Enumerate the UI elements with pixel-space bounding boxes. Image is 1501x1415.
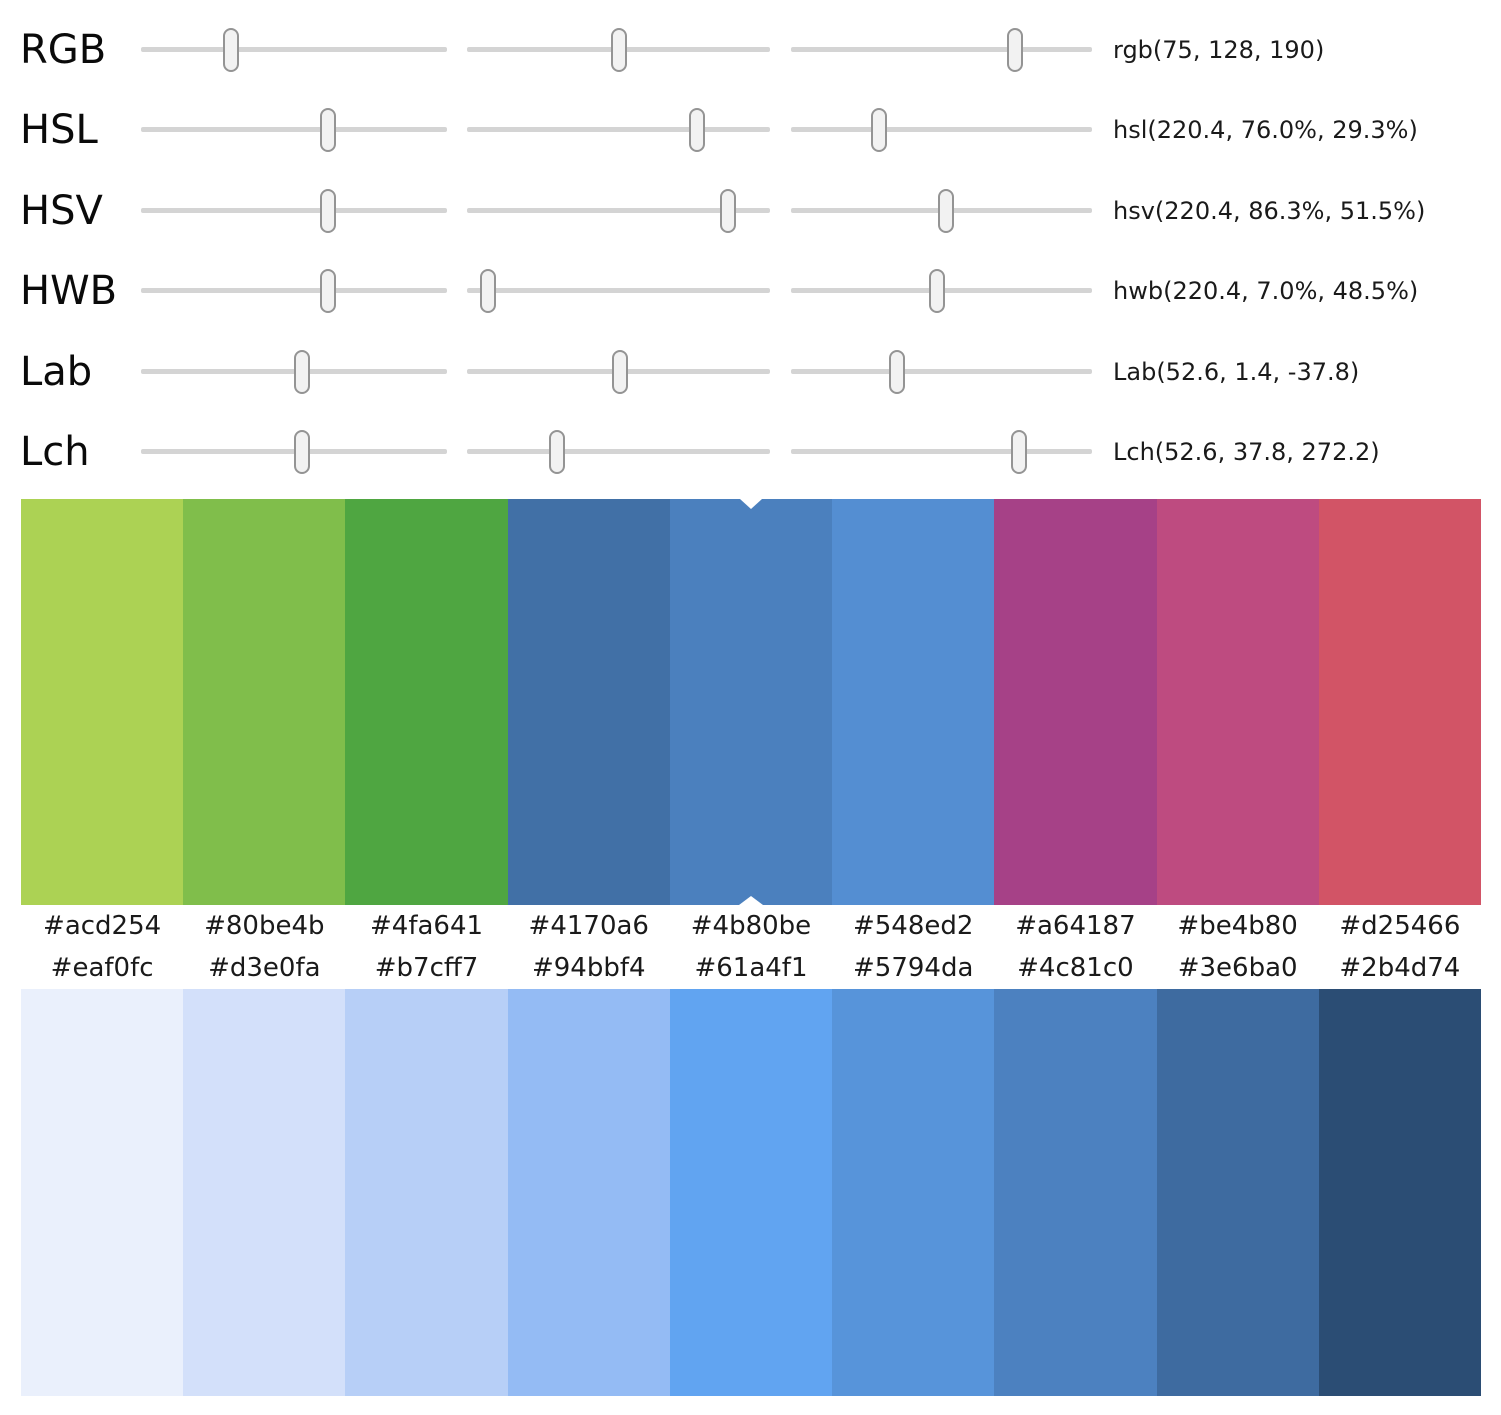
rgb-slider-track-2[interactable] (467, 27, 770, 72)
hwb-slider-handle-1[interactable] (320, 268, 337, 313)
palette-bottom-swatch-8[interactable] (1156, 989, 1319, 1396)
color-model-label-lch: Lch (20, 429, 90, 475)
slider-row-hsv: HSV hsv(220.4, 86.3%, 51.5%) (0, 171, 1501, 251)
palette-bottom-swatch-9[interactable] (1318, 989, 1481, 1396)
hex-label: #61a4f1 (694, 953, 808, 983)
slider-row-lch: Lch Lch(52.6, 37.8, 272.2) (0, 412, 1501, 492)
color-value-text-hsl: hsl(220.4, 76.0%, 29.3%) (1113, 116, 1418, 144)
lch-slider-track-3[interactable] (791, 429, 1092, 474)
color-value-text-lch: Lch(52.6, 37.8, 272.2) (1113, 438, 1380, 466)
hex-label: #eaf0fc (50, 953, 154, 983)
palette-bottom-swatch-2[interactable] (183, 989, 346, 1396)
color-model-label-rgb: RGB (20, 27, 107, 73)
hex-label: #548ed2 (852, 911, 974, 941)
palette-bottom-swatch-5[interactable] (669, 989, 833, 1396)
palette-top-swatch-4[interactable] (507, 499, 670, 905)
lch-slider-handle-2[interactable] (549, 429, 566, 474)
palette-top-swatch-1[interactable] (21, 499, 184, 905)
lch-slider-track-1[interactable] (141, 429, 447, 474)
palette-bottom-swatch-4[interactable] (507, 989, 670, 1396)
hex-label: #94bbf4 (531, 953, 646, 983)
hsv-slider-handle-1[interactable] (320, 188, 337, 233)
lch-slider-handle-3[interactable] (1010, 429, 1027, 474)
palette-bottom-swatch-6[interactable] (832, 989, 995, 1396)
rgb-slider-handle-1[interactable] (222, 27, 239, 72)
palette-top-swatch-7[interactable] (994, 499, 1157, 905)
hsl-slider-handle-2[interactable] (689, 107, 706, 152)
color-model-label-hwb: HWB (20, 268, 118, 314)
lab-slider-handle-2[interactable] (612, 349, 629, 394)
hex-label: #2b4d74 (1339, 953, 1461, 983)
rgb-slider-track-1[interactable] (141, 27, 447, 72)
lch-slider-handle-1[interactable] (293, 429, 310, 474)
lab-slider-track-3[interactable] (791, 349, 1092, 394)
palette-row-top (21, 499, 1481, 905)
lab-slider-handle-3[interactable] (888, 349, 905, 394)
hsv-slider-track-3[interactable] (791, 188, 1092, 233)
color-value-text-rgb: rgb(75, 128, 190) (1113, 36, 1325, 64)
lab-slider-track-1[interactable] (141, 349, 447, 394)
hex-label: #d3e0fa (208, 953, 321, 983)
color-value-text-hsv: hsv(220.4, 86.3%, 51.5%) (1113, 197, 1426, 225)
palette-top-swatch-2[interactable] (183, 499, 346, 905)
hwb-slider-track-2[interactable] (467, 268, 770, 313)
lab-slider-track-2[interactable] (467, 349, 770, 394)
color-model-label-hsl: HSL (20, 107, 98, 153)
hwb-slider-handle-3[interactable] (928, 268, 945, 313)
hsl-slider-track-1[interactable] (141, 107, 447, 152)
color-model-label-lab: Lab (20, 349, 93, 395)
color-model-label-hsv: HSV (20, 188, 103, 234)
slider-row-hwb: HWB hwb(220.4, 7.0%, 48.5%) (0, 251, 1501, 331)
palette-top-swatch-3[interactable] (345, 499, 508, 905)
hsl-slider-track-2[interactable] (467, 107, 770, 152)
hsl-slider-handle-3[interactable] (871, 107, 888, 152)
palette-bottom-swatch-1[interactable] (21, 989, 184, 1396)
hex-label: #4170a6 (528, 911, 649, 941)
lab-slider-handle-1[interactable] (293, 349, 310, 394)
hex-label: #b7cff7 (374, 953, 479, 983)
slider-row-lab: Lab Lab(52.6, 1.4, -37.8) (0, 332, 1501, 412)
palette-top-swatch-9[interactable] (1318, 499, 1481, 905)
rgb-slider-handle-2[interactable] (611, 27, 628, 72)
rgb-slider-handle-3[interactable] (1007, 27, 1024, 72)
hwb-slider-handle-2[interactable] (480, 268, 497, 313)
selected-swatch-marker-bottom (738, 896, 763, 905)
hex-label: #4c81c0 (1017, 953, 1134, 983)
hex-label-row-top: #acd254 #80be4b #4fa641 #4170a6 #4b80be #548e… (21, 905, 1481, 947)
hsv-slider-handle-3[interactable] (938, 188, 954, 233)
selected-swatch-marker-top (739, 499, 762, 509)
hsv-slider-handle-2[interactable] (720, 188, 737, 233)
lch-slider-track-2[interactable] (467, 429, 770, 474)
palette-top-swatch-6[interactable] (832, 499, 995, 905)
rgb-slider-track-3[interactable] (791, 27, 1092, 72)
color-value-text-lab: Lab(52.6, 1.4, -37.8) (1113, 358, 1360, 386)
slider-row-hsl: HSL hsl(220.4, 76.0%, 29.3%) (0, 90, 1501, 170)
hex-label: #be4b80 (1177, 911, 1298, 941)
slider-row-rgb: RGB rgb(75, 128, 190) (0, 10, 1501, 90)
hex-label: #4b80be (690, 911, 812, 941)
palette-bottom-swatch-7[interactable] (994, 989, 1157, 1396)
hex-label: #a64187 (1015, 911, 1136, 941)
hsv-slider-track-2[interactable] (467, 188, 770, 233)
hwb-slider-track-3[interactable] (791, 268, 1092, 313)
palette-row-bottom (21, 989, 1481, 1396)
palette-top-swatch-8[interactable] (1156, 499, 1319, 905)
hex-label: #80be4b (204, 911, 325, 941)
palette-bottom-swatch-3[interactable] (345, 989, 508, 1396)
hex-label: #5794da (853, 953, 974, 983)
hex-label: #d25466 (1339, 911, 1461, 941)
color-value-text-hwb: hwb(220.4, 7.0%, 48.5%) (1113, 277, 1419, 305)
hex-label-row-bottom: #eaf0fc #d3e0fa #b7cff7 #94bbf4 #61a4f1 #5794… (21, 947, 1481, 989)
hex-label: #3e6ba0 (1177, 953, 1298, 983)
hsl-slider-handle-1[interactable] (320, 107, 337, 152)
hwb-slider-track-1[interactable] (141, 268, 447, 313)
palette-top-swatch-5[interactable] (669, 499, 833, 905)
hex-label: #acd254 (43, 911, 162, 941)
hsv-slider-track-1[interactable] (141, 188, 447, 233)
hsl-slider-track-3[interactable] (791, 107, 1092, 152)
hex-label: #4fa641 (370, 911, 484, 941)
